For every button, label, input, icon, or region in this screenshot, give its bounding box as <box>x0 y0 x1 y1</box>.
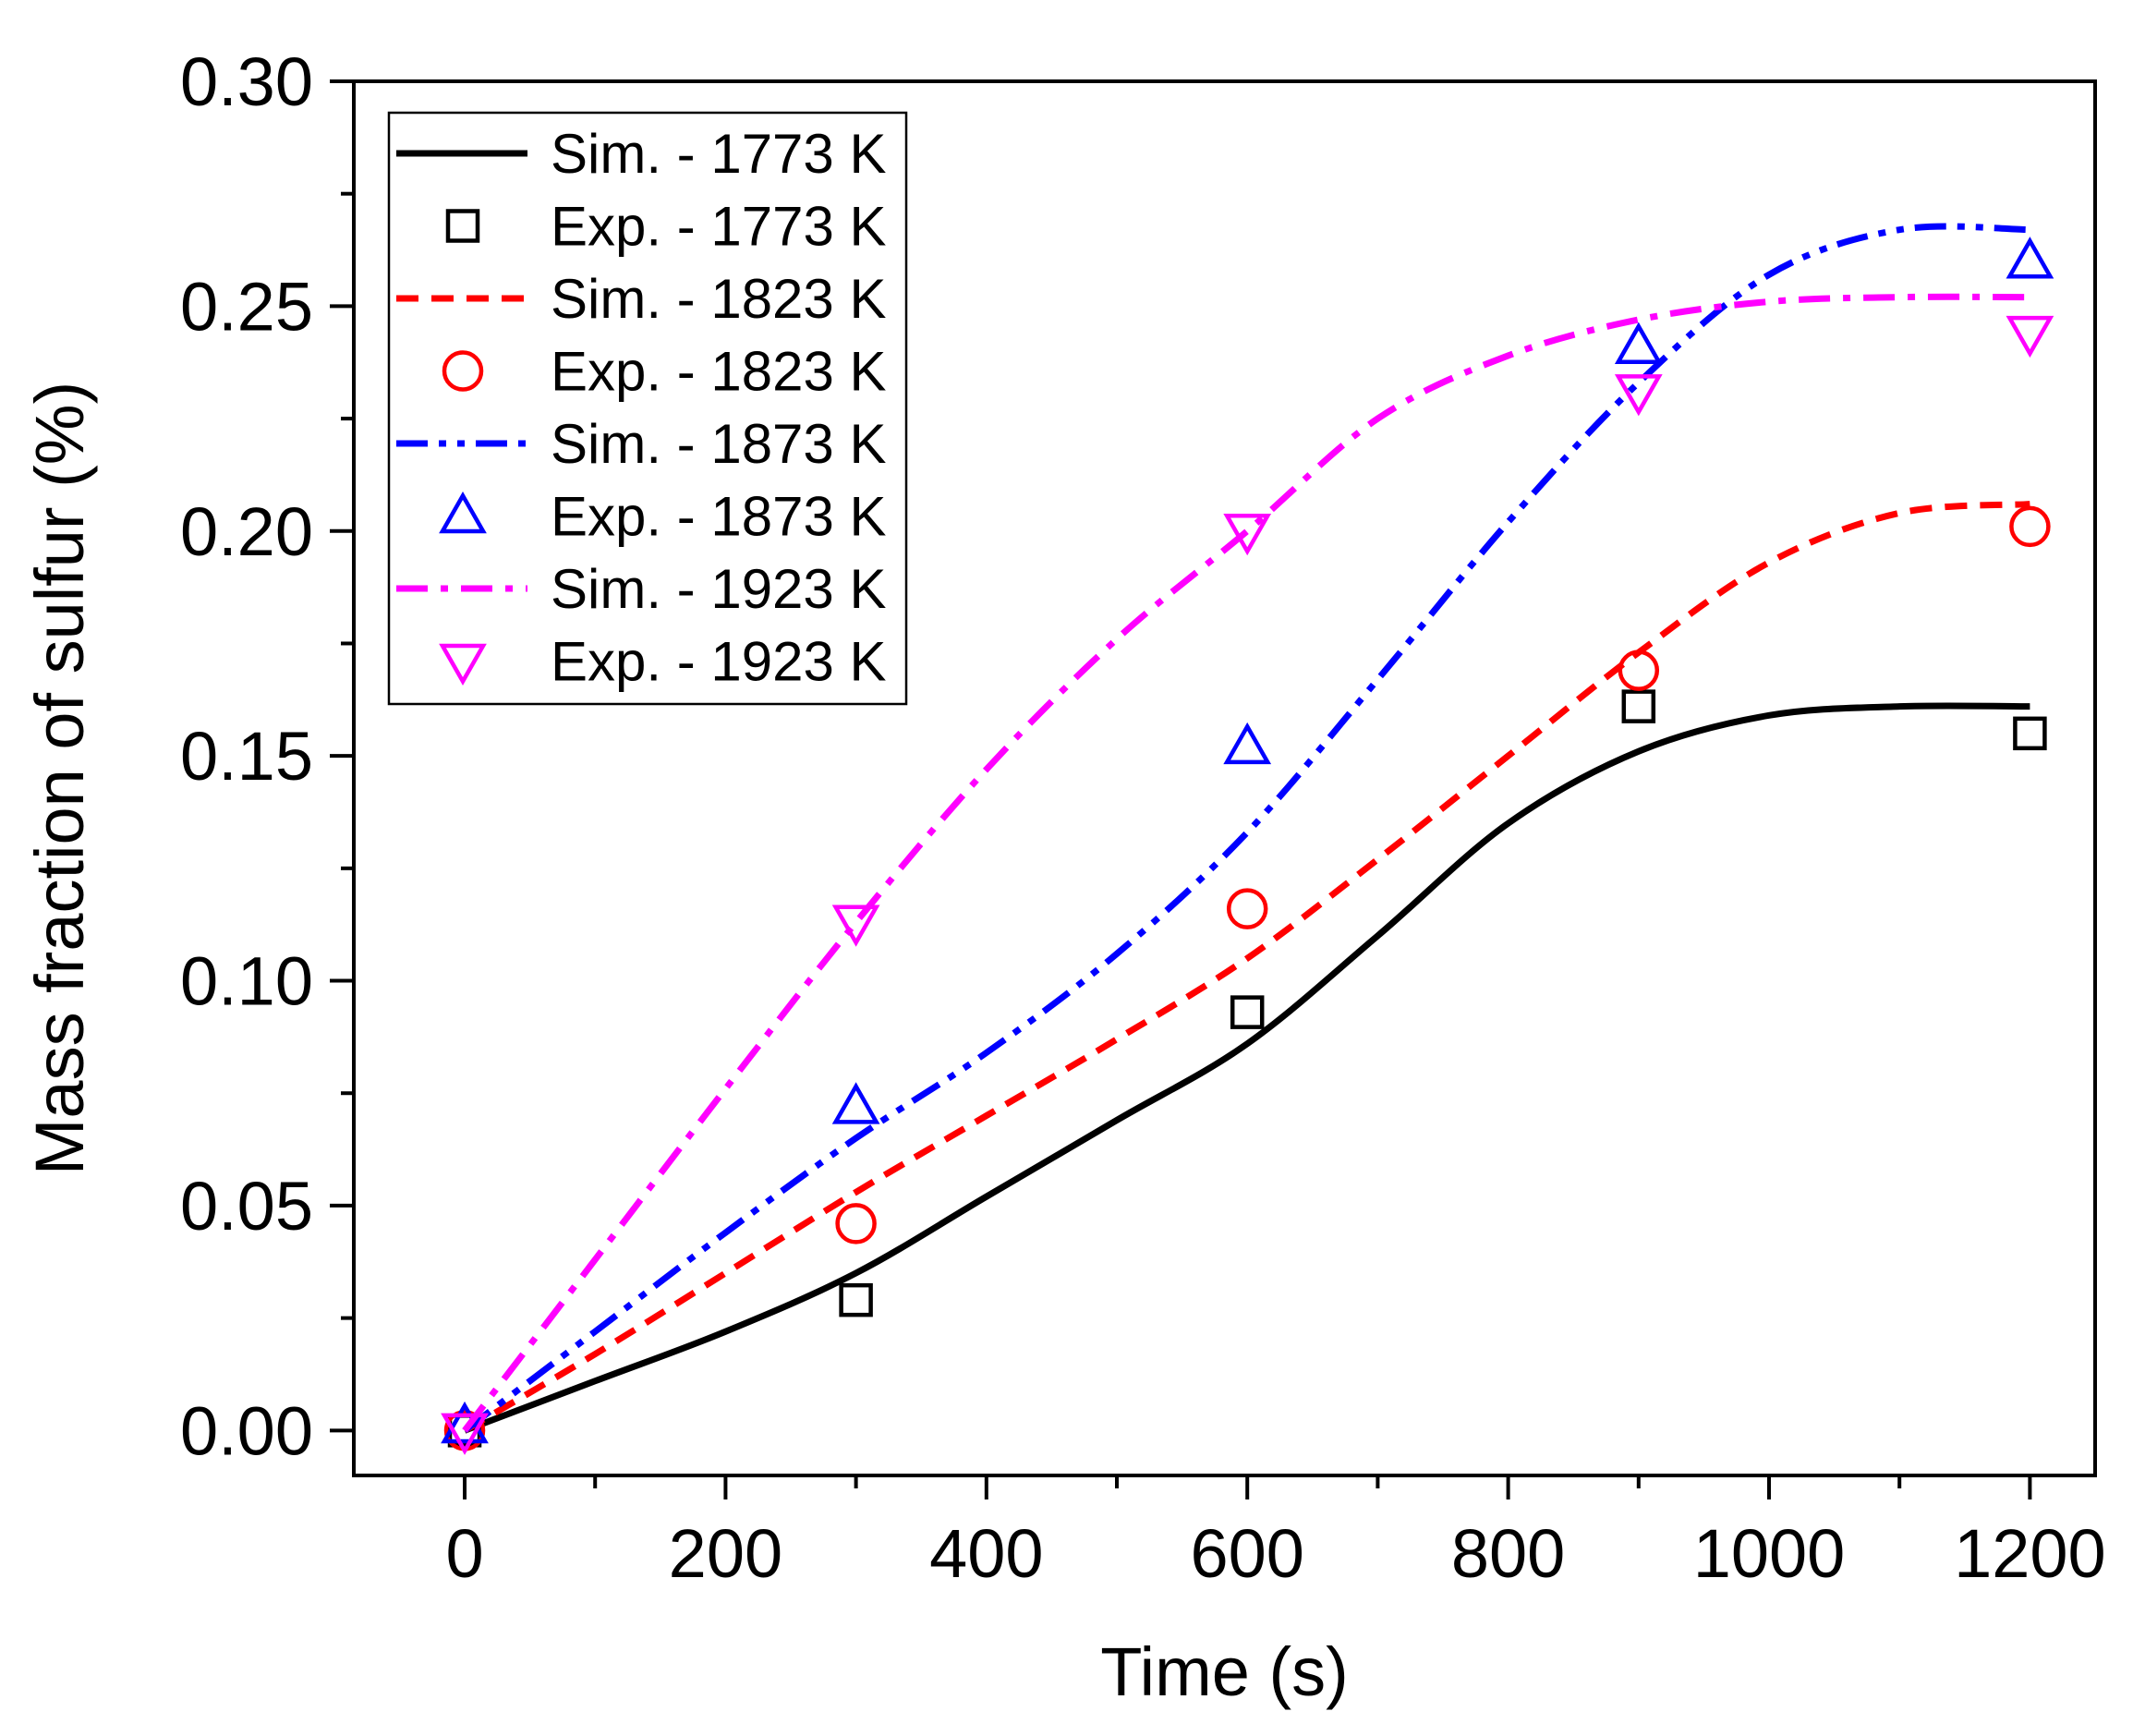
legend-label: Sim. - 1773 K <box>551 123 887 185</box>
legend-swatch <box>442 350 484 392</box>
x-tick-label: 1200 <box>1954 1515 2106 1592</box>
legend-label: Exp. - 1923 K <box>551 631 887 693</box>
series-line <box>462 223 2030 1434</box>
legend-swatch <box>439 491 487 534</box>
series-sim-1923-k <box>462 293 2030 1433</box>
series-line <box>462 293 2030 1433</box>
legend-swatch <box>445 209 480 243</box>
legend-item: Sim. - 1823 K <box>396 268 887 330</box>
data-point <box>2013 716 2047 751</box>
data-point <box>1223 514 1272 556</box>
series-line <box>463 501 2030 1434</box>
data-point <box>835 1203 877 1244</box>
data-point <box>1226 888 1268 929</box>
series-exp-1873-k <box>441 237 2054 1444</box>
x-tick-label: 0 <box>445 1515 483 1592</box>
y-tick-label: 0.05 <box>180 1168 313 1244</box>
legend-label: Exp. - 1823 K <box>551 341 887 403</box>
data-point <box>1223 722 1272 765</box>
series-sim-1823-k <box>463 501 2030 1434</box>
y-tick-label: 0.20 <box>180 493 313 570</box>
data-point <box>441 1401 489 1444</box>
data-point <box>1618 649 1660 691</box>
series-line <box>463 702 2030 1434</box>
data-point <box>2006 237 2054 279</box>
data-point <box>1614 322 1663 364</box>
series-exp-1823-k <box>443 505 2051 1451</box>
axes: 0 200 400 600 800 1000 1200 0.00 0.05 0.10 0.15 0.2… <box>180 43 2106 1592</box>
legend-item: Sim. - 1773 K <box>396 123 887 185</box>
data-point <box>2009 505 2051 548</box>
plot-frame <box>352 79 2097 1477</box>
legend-label: Exp. - 1773 K <box>551 196 887 258</box>
legend-item: Exp. - 1873 K <box>439 486 887 548</box>
legend: Sim. - 1773 K Exp. - 1773 K Sim. - 1823 K E… <box>387 111 908 706</box>
legend-item: Sim. - 1923 K <box>396 558 887 620</box>
x-tick-label: 1000 <box>1693 1515 1846 1592</box>
y-tick-label: 0.25 <box>180 268 313 345</box>
legend-label: Exp. - 1873 K <box>551 486 887 548</box>
x-tick-label: 200 <box>669 1515 782 1592</box>
y-tick-label: 0.10 <box>180 943 313 1020</box>
legend-label: Sim. - 1823 K <box>551 268 887 330</box>
y-tick-label: 0.00 <box>180 1392 313 1469</box>
series-layer <box>441 223 2054 1455</box>
legend-item: Exp. - 1773 K <box>445 196 887 258</box>
y-tick-label: 0.15 <box>180 718 313 795</box>
data-point <box>1230 995 1265 1029</box>
y-axis-title: Mass fraction of sulfur (%) <box>21 382 98 1175</box>
data-point <box>831 1082 880 1124</box>
legend-label: Sim. - 1873 K <box>551 413 887 475</box>
x-tick-label: 800 <box>1451 1515 1565 1592</box>
y-tick-label: 0.30 <box>180 43 313 120</box>
legend-label: Sim. - 1923 K <box>551 558 887 620</box>
legend-item: Exp. - 1823 K <box>442 341 887 403</box>
x-tick-label: 400 <box>929 1515 1043 1592</box>
data-point <box>831 904 880 947</box>
data-point <box>441 1413 489 1455</box>
series-exp-1923-k <box>441 315 2054 1455</box>
x-tick-label: 600 <box>1190 1515 1303 1592</box>
legend-item: Exp. - 1923 K <box>439 631 887 693</box>
data-point <box>1614 374 1663 417</box>
data-point <box>1621 689 1656 723</box>
series-sim-1873-k <box>462 223 2030 1434</box>
data-point <box>839 1282 873 1317</box>
series-sim-1773-k <box>463 702 2030 1434</box>
x-axis-title: Time (s) <box>1100 1633 1349 1710</box>
data-point <box>2006 315 2054 358</box>
legend-item: Sim. - 1873 K <box>396 413 887 475</box>
legend-swatch <box>439 643 487 686</box>
